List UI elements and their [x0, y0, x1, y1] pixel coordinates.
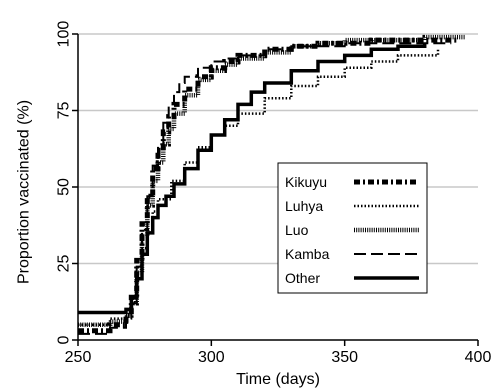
y-tick-label: 0 — [56, 335, 73, 344]
legend-label: Luhya — [285, 198, 323, 214]
x-tick-label: 300 — [198, 349, 225, 366]
legend-label: Kikuyu — [285, 174, 327, 190]
x-axis-title: Time (days) — [236, 371, 320, 388]
series-line-luhya — [78, 49, 440, 326]
y-axis-title: Proportion vaccinated (%) — [16, 100, 33, 284]
series-line-luo — [78, 34, 465, 327]
x-tick-label: 250 — [65, 349, 92, 366]
x-tick-label: 400 — [465, 349, 492, 366]
legend-label: Luo — [285, 222, 309, 238]
series-lines — [78, 34, 465, 335]
legend-label: Other — [285, 270, 320, 286]
y-tick-label: 75 — [56, 102, 73, 120]
legend-label: Kamba — [285, 246, 330, 262]
series-line-other — [78, 43, 427, 315]
x-tick-label: 350 — [331, 349, 358, 366]
y-tick-label: 100 — [56, 21, 73, 48]
ticks: 250 300 350 400 0 25 50 75 100 — [56, 21, 492, 366]
legend-box — [277, 162, 428, 294]
y-tick-label: 50 — [56, 178, 73, 196]
y-tick-label: 25 — [56, 255, 73, 273]
legend: Kikuyu Luhya Luo Kamba Other — [277, 162, 428, 294]
